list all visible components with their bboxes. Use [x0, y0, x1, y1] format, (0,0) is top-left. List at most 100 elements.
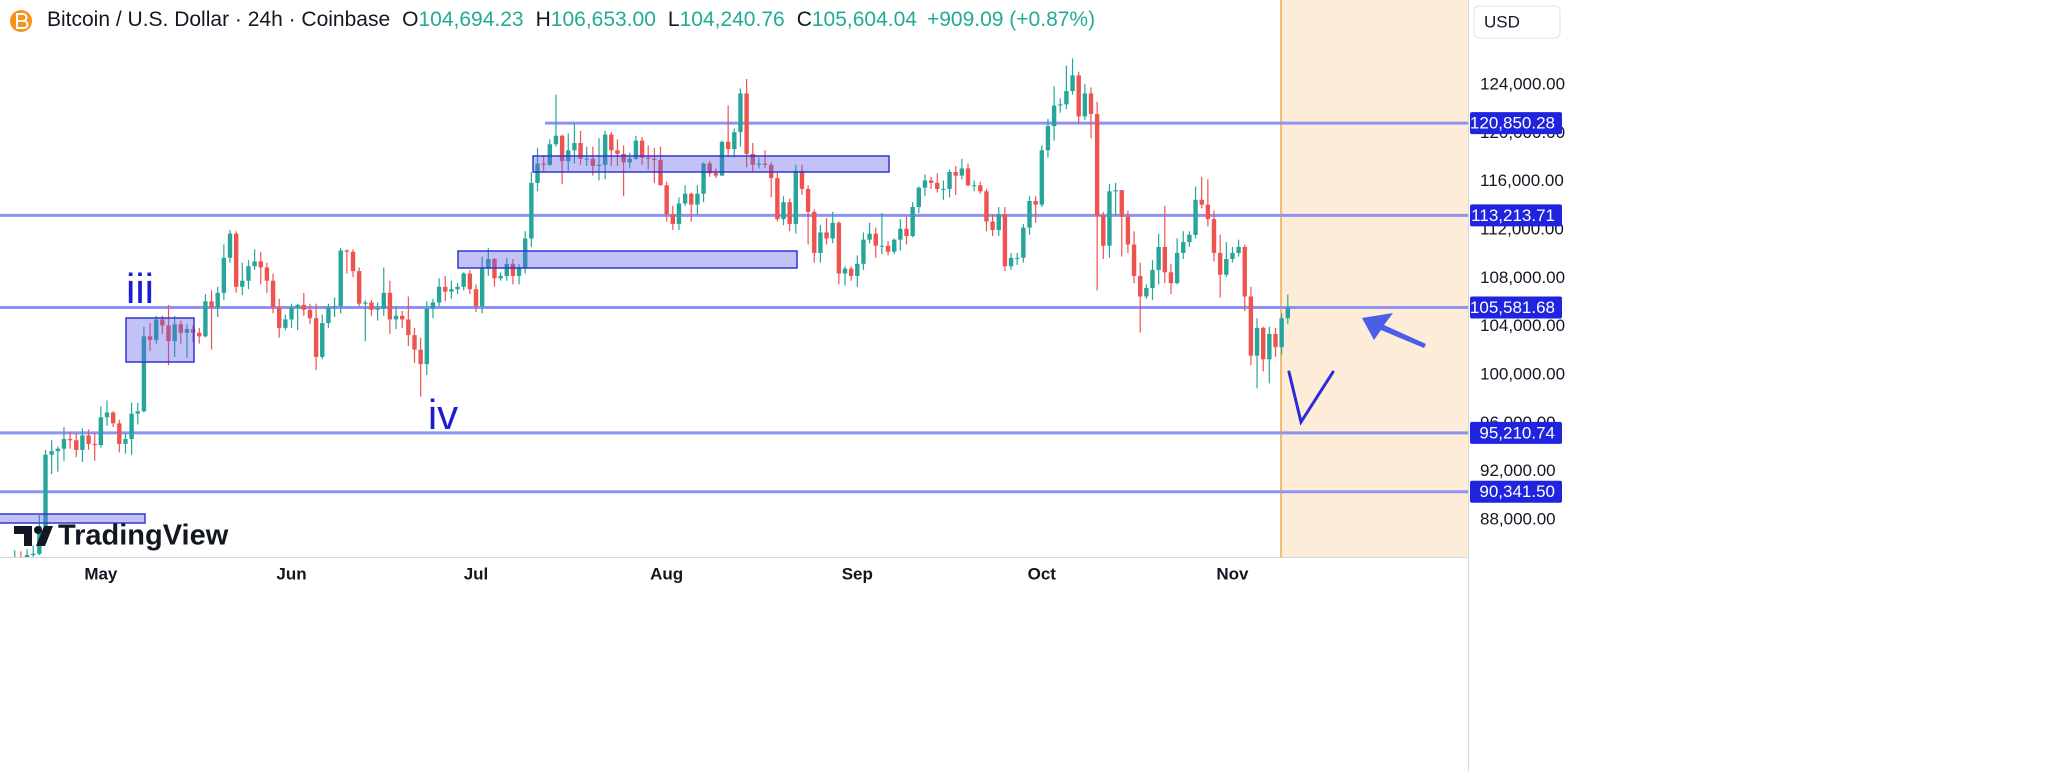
- candle-body: [935, 182, 940, 189]
- candle-body: [928, 180, 934, 183]
- candle-body: [375, 308, 380, 310]
- y-tick-label: 100,000.00: [1480, 364, 1565, 383]
- candle-body: [572, 143, 577, 151]
- candle-body: [1181, 242, 1186, 253]
- ohlc-label: C: [796, 8, 812, 31]
- candle-body: [639, 140, 645, 158]
- candle-body: [135, 411, 140, 414]
- candle-body: [559, 135, 565, 162]
- candle-body: [602, 134, 608, 165]
- level-label: 105,581.68: [1470, 298, 1555, 317]
- candle-body: [762, 163, 768, 165]
- candle-body: [1027, 201, 1032, 228]
- candle-body: [24, 555, 30, 557]
- candle-body: [732, 132, 737, 150]
- logo-slash: [36, 526, 53, 546]
- x-tick-label: Nov: [1216, 564, 1249, 583]
- currency[interactable]: USD: [1484, 12, 1520, 31]
- candle-body: [1002, 214, 1008, 267]
- candle-body: [461, 273, 466, 287]
- candle-body: [787, 202, 792, 224]
- wave-label: iii: [126, 265, 154, 312]
- candle-body: [1279, 318, 1284, 348]
- candle-body: [258, 261, 263, 268]
- candle-body: [430, 302, 436, 309]
- candle-body: [43, 454, 48, 527]
- zone-box: [125, 317, 195, 363]
- ohlc-value: 104,240.76: [679, 8, 785, 31]
- ohlc-label: L: [667, 8, 680, 31]
- currency-button[interactable]: [1473, 5, 1561, 39]
- zone-box: [0, 513, 146, 524]
- candle-body: [1119, 190, 1124, 217]
- candle-body: [1211, 219, 1217, 253]
- candle-body: [49, 451, 54, 455]
- candle-body: [215, 292, 220, 308]
- candle-body: [350, 251, 356, 272]
- y-tick-label: 108,000.00: [1480, 268, 1565, 287]
- candle-body: [160, 319, 165, 326]
- x-tick-label: May: [84, 564, 118, 583]
- watermark: TradingView: [58, 520, 229, 552]
- y-tick-label: 92,000.00: [1480, 461, 1556, 480]
- candle-body: [646, 157, 651, 159]
- candle-body: [953, 172, 958, 176]
- candle-body: [1008, 257, 1014, 267]
- candle-body: [246, 266, 251, 281]
- candle-body: [104, 412, 110, 418]
- candle-body: [1045, 126, 1051, 151]
- candle-body: [744, 93, 749, 154]
- candle-body: [799, 170, 805, 189]
- symbol-header: Bitcoin / U.S. Dollar · 24h · Coinbase O 1…: [47, 8, 1095, 32]
- axes: 88,000.0092,000.0096,000.00100,000.00104…: [84, 74, 1565, 583]
- candle-body: [400, 315, 405, 320]
- ohlc-value: 105,604.04: [811, 8, 917, 31]
- zones: [0, 155, 890, 524]
- level-label: 120,850.28: [1470, 114, 1555, 133]
- candle-body: [781, 202, 786, 220]
- candle-body: [227, 233, 233, 258]
- candle-body: [172, 324, 177, 342]
- candle-body: [209, 301, 214, 308]
- candle-body: [406, 319, 411, 336]
- candle-body: [707, 163, 712, 174]
- candle-body: [436, 286, 442, 303]
- candle-body: [1242, 246, 1247, 297]
- candle-body: [553, 135, 559, 145]
- candle-body: [117, 423, 122, 444]
- candle-body: [670, 214, 676, 224]
- candle-body: [129, 413, 134, 440]
- candle-body: [252, 261, 257, 267]
- candle-body: [535, 163, 540, 183]
- candle-body: [1168, 272, 1174, 284]
- candle-body: [756, 163, 762, 165]
- candle-body: [283, 319, 288, 328]
- candle-body: [479, 268, 485, 307]
- level-label: 90,341.50: [1479, 482, 1555, 501]
- candle-body: [1113, 190, 1118, 192]
- candle-body: [80, 435, 85, 450]
- candle-body: [74, 440, 79, 450]
- candle-body: [356, 271, 362, 304]
- candle-body: [1254, 327, 1260, 356]
- candle-body: [141, 336, 147, 412]
- arrow: [1362, 313, 1426, 348]
- candle-body: [178, 324, 184, 333]
- candle-body: [307, 309, 313, 319]
- candle-body: [1144, 288, 1149, 297]
- candle-body: [233, 233, 239, 287]
- candle-body: [301, 304, 307, 310]
- candle-body: [326, 307, 331, 324]
- candle-body: [166, 325, 171, 342]
- symbol-title: Bitcoin / U.S. Dollar · 24h · Coinbase: [47, 8, 391, 31]
- candle-body: [1033, 201, 1038, 205]
- candle-body: [971, 185, 977, 187]
- candle-body: [842, 268, 848, 274]
- candle-body: [221, 257, 227, 293]
- candle-body: [110, 412, 116, 424]
- candle-body: [418, 349, 423, 365]
- candle-body: [486, 259, 491, 269]
- coin-glyph: [16, 13, 29, 29]
